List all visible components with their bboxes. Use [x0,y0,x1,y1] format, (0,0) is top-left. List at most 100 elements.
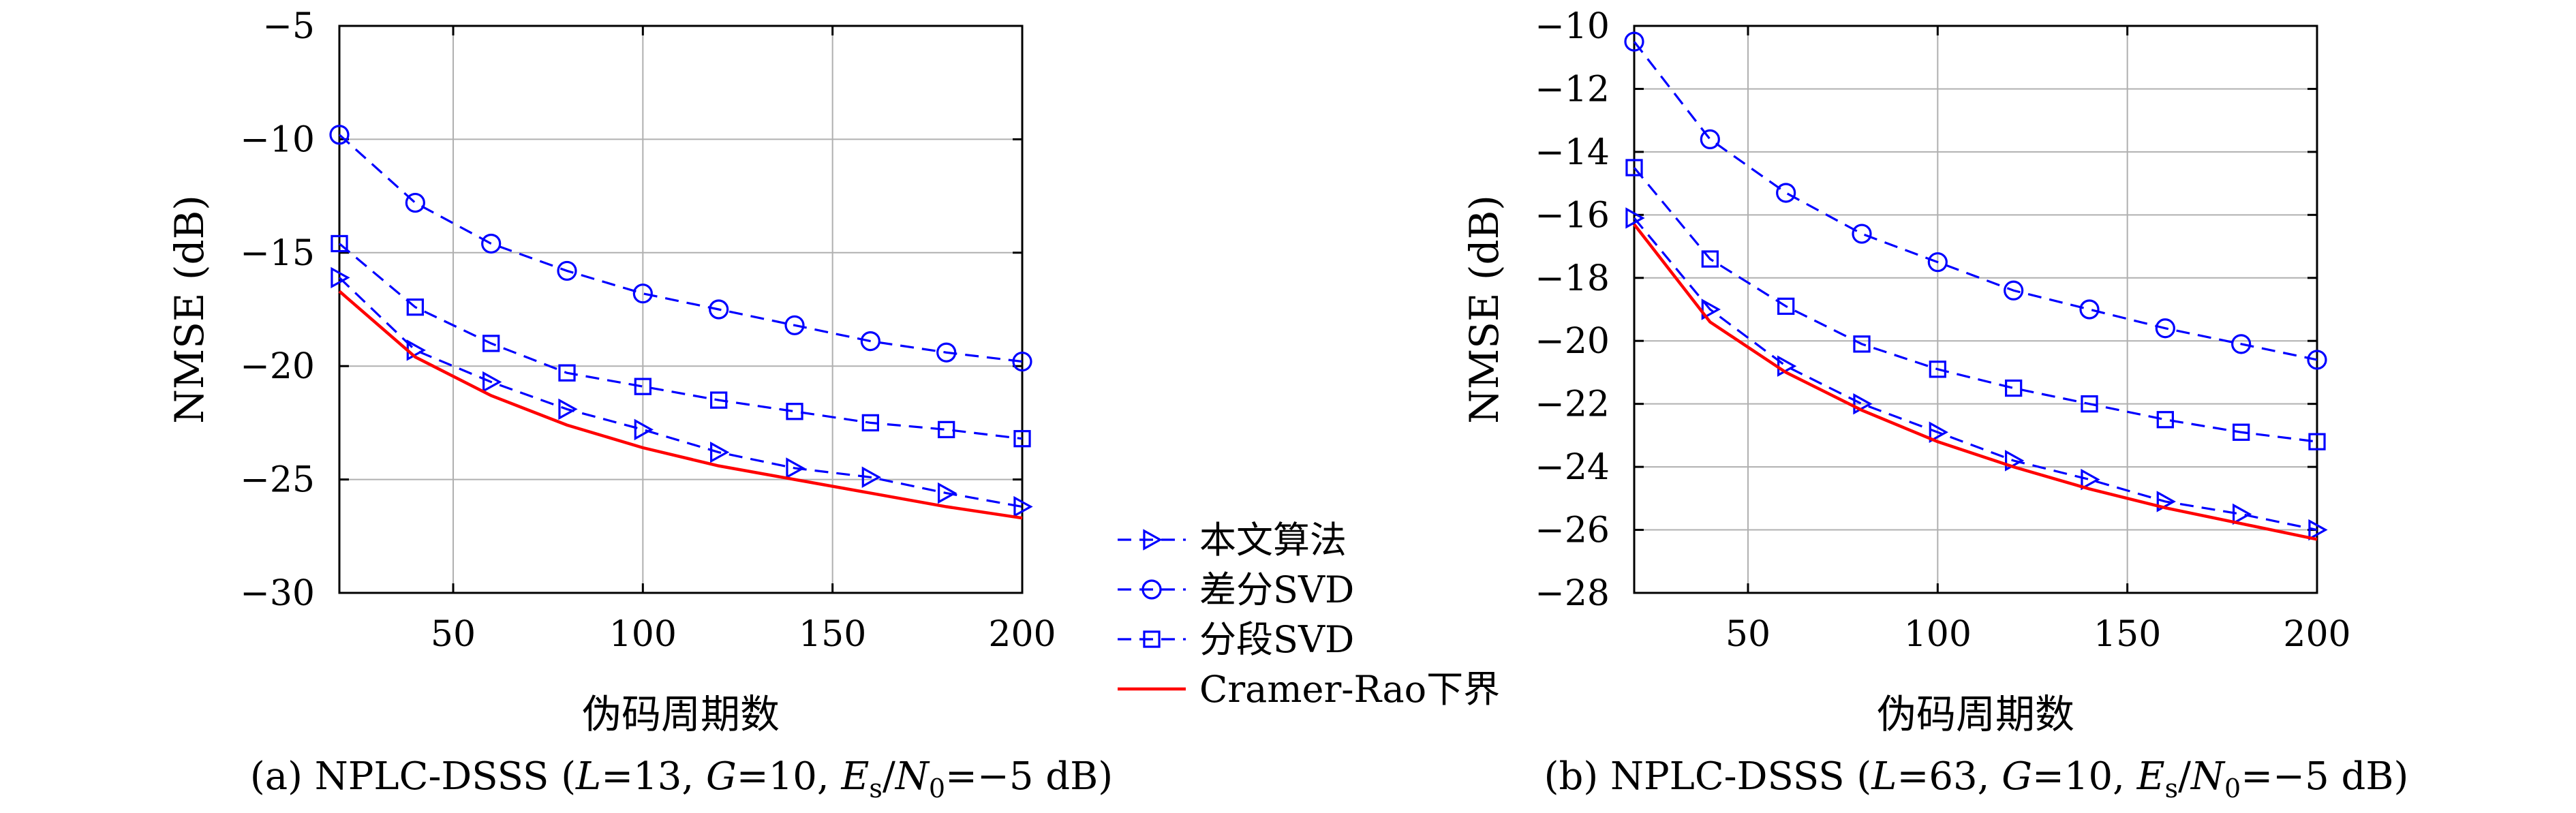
caption-part: N [894,754,930,799]
caption-part: E [2136,754,2165,799]
data-point-marker [2233,503,2252,525]
y-tick-label: −16 [1535,195,1610,236]
data-point-marker [2079,299,2100,320]
y-tick-label: −14 [1535,132,1610,173]
series-line [338,290,1023,520]
series-3 [1625,159,2326,450]
y-tick-label: −20 [1535,321,1610,362]
series-line [338,134,1023,363]
series-3 [331,234,1031,448]
data-point-marker [2004,280,2024,301]
data-point-marker [938,420,955,439]
series-2 [1624,31,2327,370]
caption-part: 0 [929,773,945,803]
data-point-marker [2081,395,2098,413]
series-2 [329,125,1032,372]
data-point-marker [632,283,653,304]
series-1 [331,266,1033,518]
x-axis-label: 伪码周期数 [1877,691,2074,737]
series-4 [1633,223,2318,541]
legend-item: 差分SVD [1118,568,1354,611]
caption-part: L [1871,754,1897,799]
x-tick-label: 50 [431,614,476,655]
data-point-marker [331,266,350,289]
data-point-marker [1701,250,1719,268]
data-point-marker [2308,433,2326,450]
caption-part: =10, [2032,754,2137,799]
x-tick-label: 200 [988,614,1056,655]
y-tick-label: −25 [240,460,315,501]
data-point-marker [481,233,502,254]
x-tick-label: 100 [1904,614,1972,655]
y-tick-label: −5 [262,6,315,47]
data-point-marker [1853,393,1873,415]
ticks: 50 100 150 200 −28 −26 −24 −22 −20 −18 −16 −14 −12 −1… [1535,6,2350,655]
legend-item: 分段SVD [1118,618,1354,661]
legend-label: 本文算法 [1199,519,1347,562]
data-point-marker [709,299,729,320]
figure-caption: (a) NPLC-DSSS (L=13, G=10, Es/N0=−5 dB) [250,754,1113,803]
data-point-marker [2307,350,2327,370]
data-point-marker [1625,207,1645,229]
caption-part: =63, [1897,754,2002,799]
chart-panel-a: 50 100 150 200 −30 −25 −20 −15 −10 −5 伪码周期数 NMSE (d… [166,6,1056,737]
data-point-marker [936,342,957,363]
series-line [338,243,1023,440]
y-tick-label: −12 [1535,69,1610,110]
caption-part: =−5 dB) [945,754,1113,799]
data-point-marker [710,441,730,463]
data-point-marker [2005,450,2025,472]
data-point-marker [406,298,424,316]
data-point-marker [2308,519,2328,541]
y-tick-label: −26 [1535,510,1610,551]
legend-label: Cramer-Rao下界 [1199,668,1500,711]
data-point-marker [634,378,651,395]
legend-label: 差分SVD [1199,568,1354,611]
data-point-marker [1013,495,1033,518]
caption-part: / [2178,754,2191,799]
x-tick-label: 100 [609,614,677,655]
data-point-marker [405,192,425,213]
x-tick-label: 150 [799,614,866,655]
data-point-marker [861,466,881,488]
data-point-marker [558,364,576,382]
legend-item: 本文算法 [1118,519,1347,562]
y-tick-label: −22 [1535,384,1610,425]
data-point-marker [1853,335,1871,353]
data-point-marker [2231,334,2252,354]
y-tick-label: −15 [240,233,315,274]
data-point-marker [2155,318,2175,339]
series-1 [1625,207,2328,541]
caption-prefix: (b) NPLC-DSSS ( [1544,754,1872,799]
x-tick-label: 150 [2094,614,2161,655]
caption-part: =10, [737,754,842,799]
data-point-marker [1927,252,1948,273]
data-point-marker [1624,31,1644,52]
grid [1634,25,2318,594]
data-point-marker [2005,379,2023,397]
series-line [338,277,1023,508]
caption-part: L [575,754,601,799]
series-line [1633,217,2318,532]
y-tick-label: −28 [1535,573,1610,614]
data-point-marker [331,234,348,253]
data-point-marker [860,331,880,352]
data-point-marker [1012,351,1032,372]
ticks: 50 100 150 200 −30 −25 −20 −15 −10 −5 [240,6,1056,655]
caption-part: G [2002,754,2032,799]
x-tick-label: 50 [1726,614,1770,655]
series-line [1633,41,2318,361]
legend-marker-icon [1141,579,1162,600]
series-line [1633,223,2318,541]
data-point-marker [784,315,805,335]
captions: (a) NPLC-DSSS (L=13, G=10, Es/N0=−5 dB) (… [250,754,2409,803]
caption-part: E [841,754,870,799]
data-point-marker [2156,411,2174,429]
data-point-marker [1929,361,1946,378]
y-tick-label: −20 [240,346,315,387]
y-tick-label: −10 [1535,6,1610,47]
data-point-marker [938,482,957,504]
data-point-marker [1777,297,1795,316]
